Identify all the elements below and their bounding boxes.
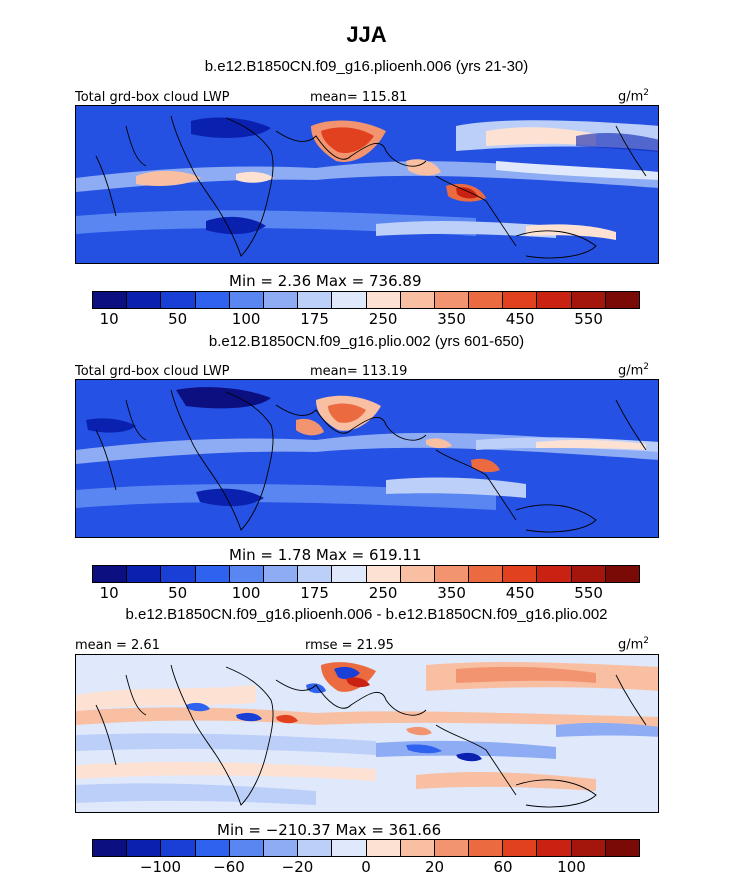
colorbar-tick-label: 60 (493, 858, 513, 876)
colorbar-swatch (195, 566, 230, 582)
panel-1-field-label: Total grd-box cloud LWP (75, 90, 230, 105)
colorbar-swatch (469, 292, 504, 308)
colorbar-swatch (605, 840, 639, 856)
colorbar-tick-label: −60 (213, 858, 245, 876)
panel-1-colorbar-ticks: 10 50 100 175 250 350 450 550 (0, 310, 733, 330)
panel-3-title: b.e12.B1850CN.f09_g16.plioenh.006 - b.e1… (125, 606, 608, 623)
panel-2-minmax: Min = 1.78 Max = 619.11 (229, 546, 422, 564)
colorbar-swatch (434, 840, 470, 856)
panel-2-map (75, 379, 659, 538)
panel-1-title: b.e12.B1850CN.f09_g16.plioenh.006 (yrs 2… (204, 58, 529, 75)
panel-2-colorbar-ticks: 10 50 100 175 250 350 450 550 (0, 584, 733, 604)
colorbar-swatch (263, 292, 299, 308)
panel-1-map-svg (76, 106, 658, 263)
colorbar-tick-label: 10 (99, 584, 119, 602)
panel-2-mean: mean= 113.19 (310, 364, 408, 379)
panel-1-mean: mean= 115.81 (310, 90, 408, 105)
panel-3-map (75, 654, 659, 813)
colorbar-tick-label: 350 (437, 584, 466, 602)
colorbar-swatch (298, 566, 333, 582)
colorbar-tick-label: 450 (505, 310, 535, 328)
colorbar-swatch (93, 292, 128, 308)
colorbar-tick-label: 175 (300, 310, 329, 328)
panel-2-field-label: Total grd-box cloud LWP (75, 364, 230, 379)
colorbar-swatch (537, 566, 572, 582)
panel-2-title: b.e12.B1850CN.f09_g16.plio.002 (yrs 601-… (208, 333, 525, 350)
panel-1-map (75, 105, 659, 264)
colorbar-swatch (400, 840, 435, 856)
colorbar-tick-label: 450 (505, 584, 535, 602)
panel-3-minmax: Min = −210.37 Max = 361.66 (217, 821, 442, 839)
colorbar-swatch (93, 566, 128, 582)
colorbar-swatch (366, 292, 401, 308)
colorbar-tick-label: 350 (437, 310, 466, 328)
colorbar-swatch (93, 840, 128, 856)
colorbar-tick-label: −100 (139, 858, 182, 876)
colorbar-swatch (434, 566, 470, 582)
panel-1-colorbar (92, 291, 640, 309)
figure-title: JJA (346, 22, 387, 47)
panel-3-mean: mean = 2.61 (75, 638, 160, 653)
panel-1-minmax: Min = 2.36 Max = 736.89 (229, 272, 422, 290)
panel-3-colorbar-ticks: −100 −60 −20 0 20 60 100 (0, 858, 733, 878)
panel-3-colorbar (92, 839, 640, 857)
panel-3-units: g/m2 (618, 636, 650, 653)
colorbar-tick-label: 550 (574, 584, 603, 602)
colorbar-swatch (571, 566, 606, 582)
panel-3-rmse: rmse = 21.95 (305, 638, 394, 653)
colorbar-tick-label: 50 (168, 584, 188, 602)
panel-2-map-svg (76, 380, 658, 537)
colorbar-swatch (469, 566, 504, 582)
colorbar-tick-label: 100 (231, 310, 261, 328)
colorbar-swatch (366, 840, 401, 856)
colorbar-swatch (503, 292, 538, 308)
colorbar-swatch (161, 566, 196, 582)
colorbar-swatch (127, 840, 162, 856)
panel-2-units: g/m2 (618, 362, 650, 379)
colorbar-swatch (127, 292, 162, 308)
colorbar-swatch (332, 292, 367, 308)
colorbar-swatch (605, 566, 639, 582)
colorbar-swatch (298, 840, 333, 856)
colorbar-tick-label: 10 (99, 310, 119, 328)
colorbar-swatch (503, 566, 538, 582)
colorbar-swatch (161, 840, 196, 856)
colorbar-swatch (229, 840, 264, 856)
colorbar-swatch (537, 840, 572, 856)
colorbar-swatch (434, 292, 470, 308)
colorbar-swatch (195, 840, 230, 856)
colorbar-swatch (537, 292, 572, 308)
colorbar-tick-label: 250 (368, 584, 398, 602)
colorbar-tick-label: 250 (368, 310, 398, 328)
colorbar-tick-label: 100 (231, 584, 261, 602)
colorbar-tick-label: −20 (281, 858, 314, 876)
colorbar-swatch (571, 292, 606, 308)
panel-2-colorbar (92, 565, 640, 583)
colorbar-swatch (127, 566, 162, 582)
colorbar-swatch (263, 566, 299, 582)
colorbar-swatch (571, 840, 606, 856)
panel-1-units: g/m2 (618, 88, 650, 105)
colorbar-swatch (400, 292, 435, 308)
colorbar-swatch (298, 292, 333, 308)
colorbar-swatch (229, 566, 264, 582)
colorbar-swatch (332, 566, 367, 582)
colorbar-swatch (366, 566, 401, 582)
colorbar-tick-label: 0 (361, 858, 371, 876)
colorbar-swatch (469, 840, 504, 856)
colorbar-tick-label: 175 (300, 584, 329, 602)
colorbar-tick-label: 550 (574, 310, 603, 328)
colorbar-swatch (605, 292, 639, 308)
colorbar-swatch (503, 840, 538, 856)
panel-3-map-svg (76, 655, 658, 812)
colorbar-swatch (195, 292, 230, 308)
colorbar-swatch (263, 840, 299, 856)
colorbar-swatch (332, 840, 367, 856)
colorbar-tick-label: 20 (424, 858, 445, 876)
colorbar-tick-label: 50 (168, 310, 188, 328)
colorbar-swatch (229, 292, 264, 308)
colorbar-swatch (161, 292, 196, 308)
colorbar-tick-label: 100 (557, 858, 586, 876)
colorbar-swatch (400, 566, 435, 582)
